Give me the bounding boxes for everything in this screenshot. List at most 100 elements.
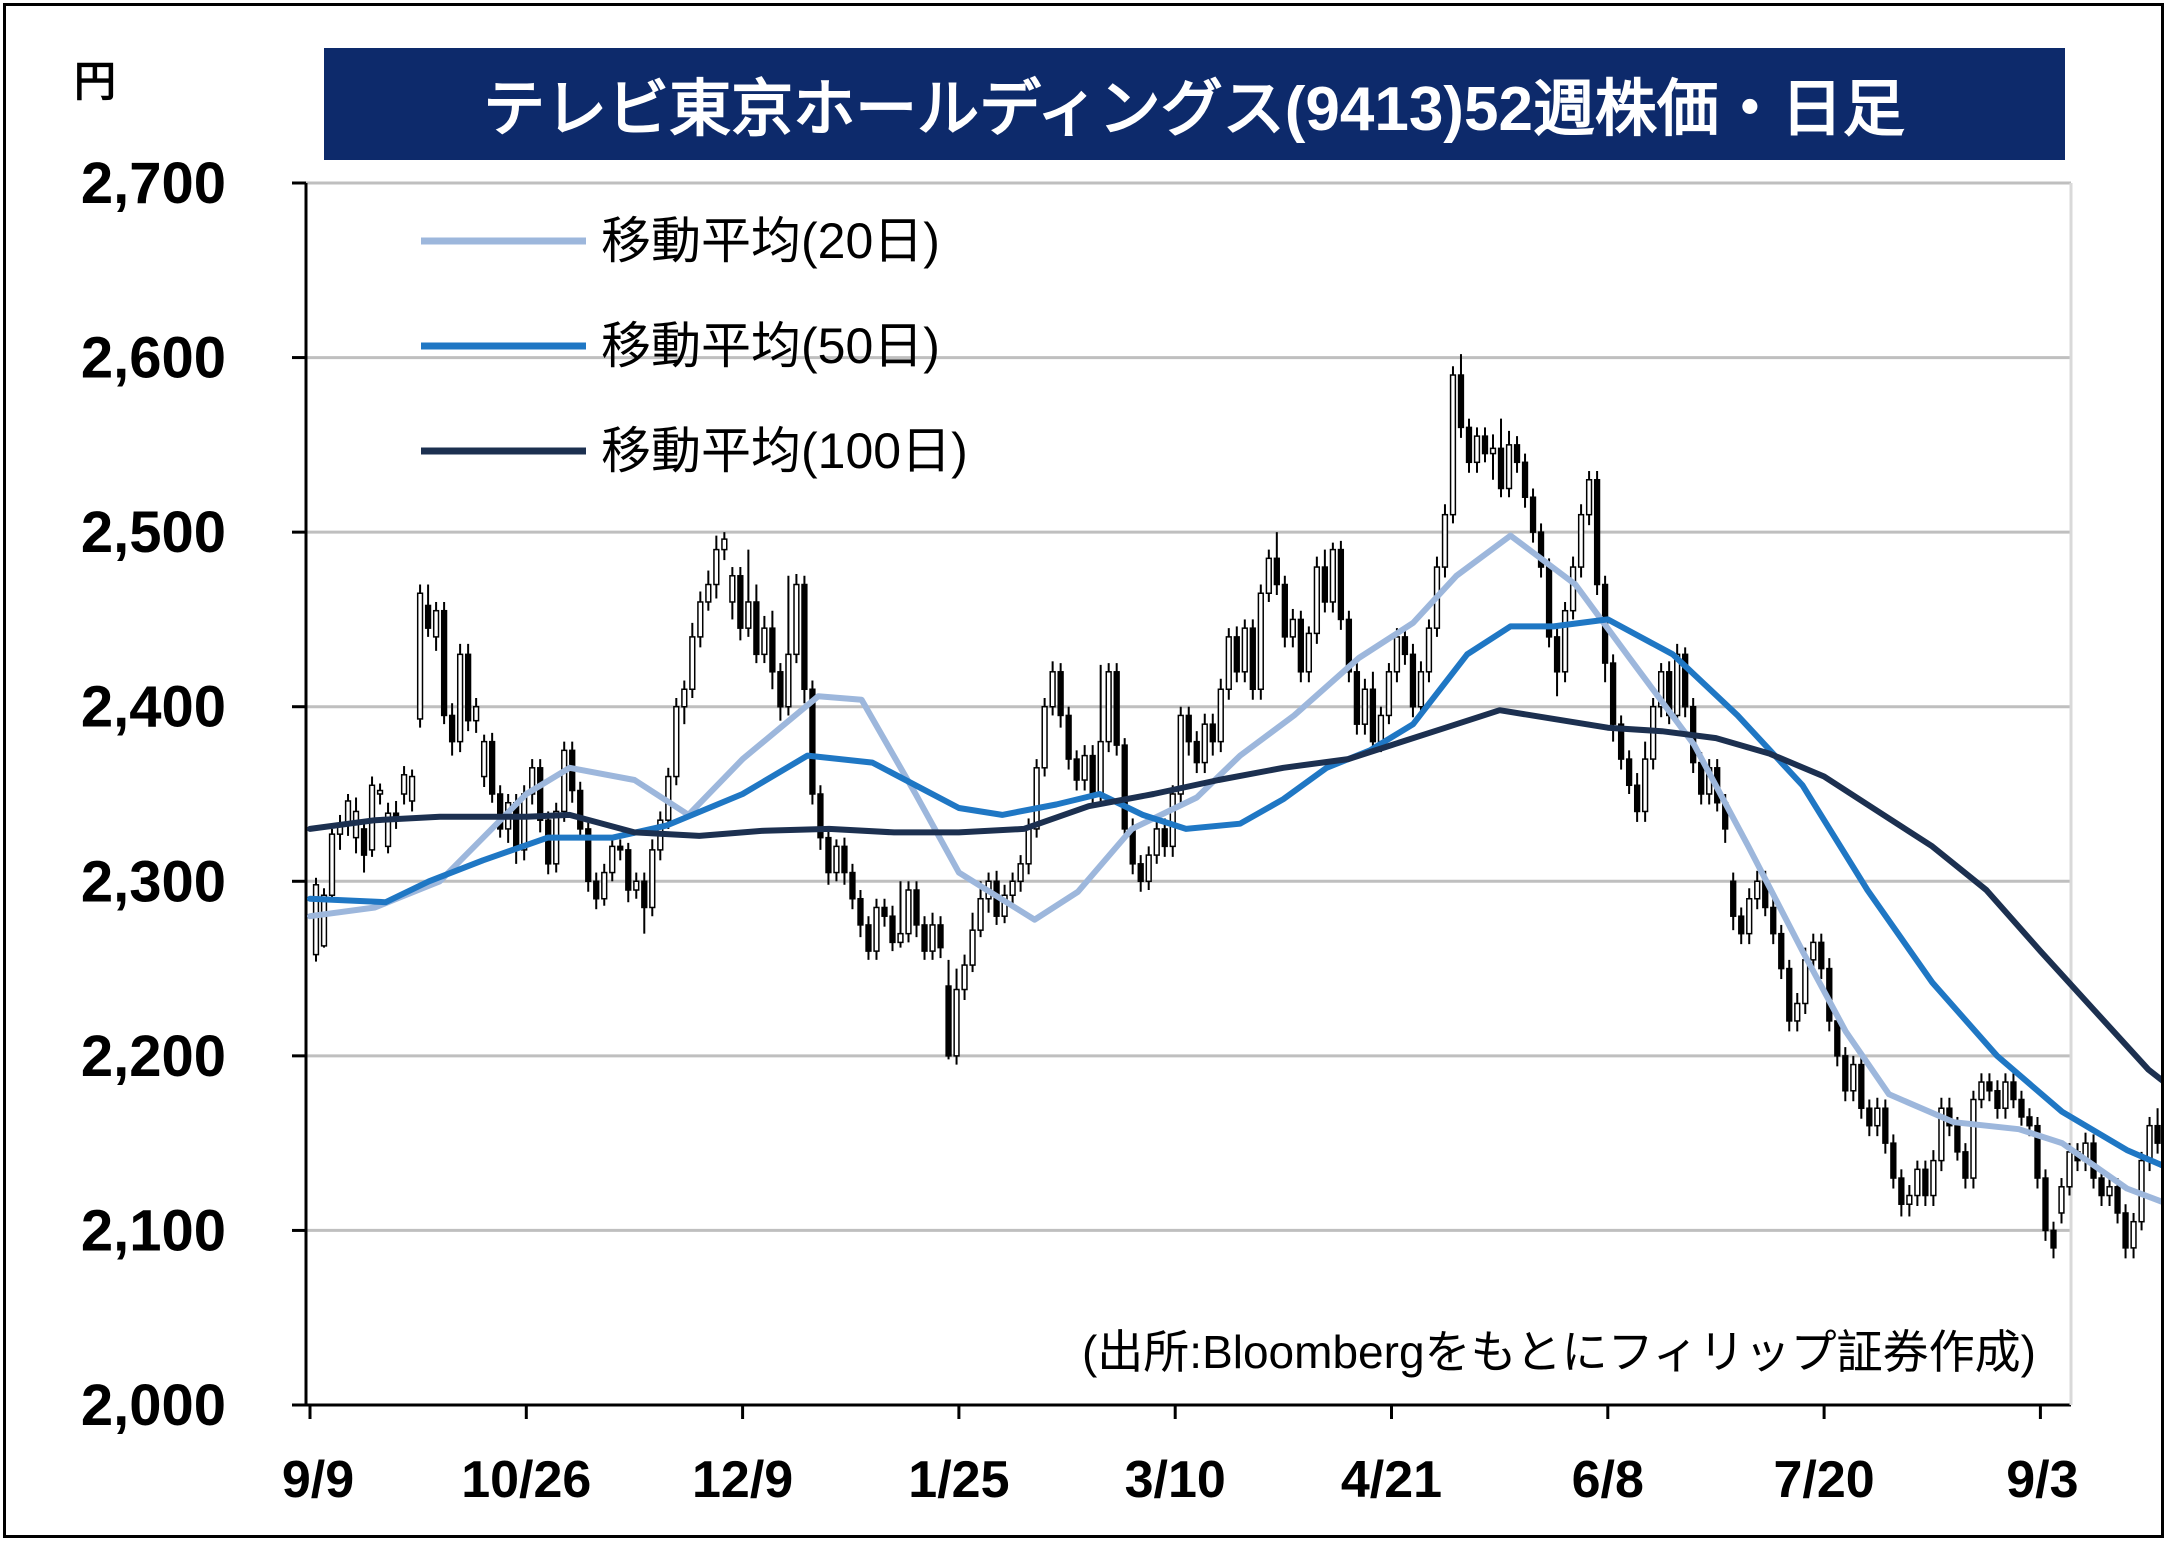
candle-body (625, 849, 632, 891)
candle-body (1994, 1090, 2001, 1109)
candle-body (577, 789, 584, 830)
candle-body (737, 575, 744, 629)
candle-body (1225, 636, 1232, 691)
candle-body (1009, 880, 1016, 897)
candle-body (929, 924, 936, 952)
candle-body (1217, 688, 1224, 743)
candle-body (673, 705, 680, 778)
candle-body (801, 583, 808, 691)
candle-body (969, 929, 976, 966)
candle-body (945, 985, 952, 1057)
candle-body (1105, 671, 1112, 743)
candle-body (1017, 863, 1024, 883)
candle-body (1617, 723, 1625, 760)
candle-body (937, 924, 944, 949)
candle-body (1569, 566, 1577, 612)
y-tick-label: 2,500 (81, 500, 226, 565)
candle-body (1393, 636, 1401, 673)
candle-body (865, 924, 872, 952)
candle-body (1802, 959, 1809, 1005)
candle-body (1930, 1159, 1937, 1197)
candle-body (1978, 1081, 1985, 1101)
candle-body (1754, 880, 1761, 900)
candle-body (681, 688, 688, 708)
candle-body (601, 871, 608, 900)
candle-body (1313, 566, 1321, 635)
candle-body (1025, 828, 1032, 865)
candle-body (1794, 1002, 1801, 1022)
candle-body (1481, 435, 1489, 455)
candle-body (1097, 740, 1104, 795)
candle-body (1593, 479, 1601, 586)
candle-body (1858, 1063, 1865, 1109)
candle-body (1810, 941, 1817, 961)
candle-body (2034, 1124, 2041, 1179)
candle-body (1938, 1107, 1945, 1162)
candle-body (761, 627, 768, 656)
candle-body (1057, 671, 1064, 717)
candle-body (889, 915, 896, 944)
candle-body (1778, 932, 1785, 970)
candle-body (1417, 671, 1425, 708)
candle-body (1738, 915, 1745, 935)
candle-body (1297, 618, 1304, 673)
candle-body (488, 740, 496, 795)
legend: 移動平均(20日) 移動平均(50日) 移動平均(100日) (421, 213, 968, 479)
candle-body (1041, 705, 1048, 769)
candle-body (777, 671, 784, 708)
candle-body (1874, 1107, 1881, 1127)
candle-body (384, 812, 392, 848)
y-tick-label: 2,600 (81, 326, 226, 391)
candle-body (1529, 496, 1537, 533)
candle-body (424, 604, 432, 629)
candle-body (1089, 754, 1096, 795)
candle-body (721, 538, 728, 551)
moving-average-lines (307, 532, 2161, 1205)
candle-body (1890, 1142, 1897, 1179)
candle-body (785, 653, 792, 708)
candle-body (1842, 1055, 1849, 1092)
candle-body (2002, 1081, 2009, 1109)
candle-body (537, 767, 544, 821)
candle-body (1185, 714, 1192, 743)
candle-body (593, 880, 600, 900)
candle-body (448, 714, 456, 743)
candle-body (1049, 671, 1056, 708)
candle-body (881, 906, 888, 917)
candle-body (2122, 1212, 2129, 1249)
candle-body (1674, 653, 1681, 717)
x-tick-label: 9/3 (2006, 1451, 2078, 1509)
candle-body (1730, 880, 1737, 917)
candle-body (617, 845, 624, 851)
candle-body (1113, 671, 1120, 746)
candle-body (360, 828, 368, 856)
candle-body (977, 897, 984, 931)
candle-body (1369, 688, 1377, 743)
candle-body (2042, 1177, 2049, 1232)
candle-body (1786, 967, 1793, 1022)
candle-body (1962, 1151, 1969, 1179)
candle-body (1177, 714, 1184, 795)
legend-label: 移動平均(50日) (601, 318, 940, 374)
candle-body (1401, 636, 1409, 656)
candle-body (1121, 744, 1128, 830)
moving-average-line (307, 707, 2161, 1084)
candle-body (432, 609, 440, 638)
candle-body (1289, 618, 1296, 638)
x-tick-label: 9/9 (282, 1451, 354, 1509)
candle-body (1577, 513, 1585, 568)
candle-body (1473, 435, 1481, 464)
candle-body (320, 894, 328, 947)
candle-body (1441, 513, 1449, 568)
candle-body (1914, 1168, 1921, 1197)
y-axis-unit-label: 円 (74, 58, 116, 105)
candle-body (961, 964, 968, 991)
candlesticks (312, 354, 2161, 1259)
y-tick-label: 2,000 (81, 1373, 226, 1438)
chart-frame: 2,000 2,100 2,200 2,300 2,400 2,500 2,600 2,700… (3, 3, 2164, 1538)
candle-body (689, 636, 696, 691)
candle-body (1970, 1098, 1977, 1179)
candle-body (1241, 627, 1248, 673)
candle-body (873, 906, 880, 952)
candle-body (1641, 758, 1649, 813)
